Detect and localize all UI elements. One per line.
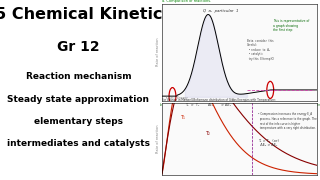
Text: a. Comparison of reactions.: a. Comparison of reactions. <box>162 0 211 3</box>
Text: This is representative of
a graph showing
the first step: This is representative of a graph showin… <box>273 19 310 32</box>
Y-axis label: Rate of reaction: Rate of reaction <box>156 124 160 153</box>
Text: Kinetic Energy: Kinetic Energy <box>166 96 188 100</box>
Y-axis label: Rate of reaction: Rate of reaction <box>156 38 160 66</box>
Text: T₂: T₂ <box>205 131 210 136</box>
Text: T₁ > T₂  (or)
  ΔEₐ > ΔE₁: T₁ > T₂ (or) ΔEₐ > ΔE₁ <box>258 139 279 147</box>
Text: Steady state approximation: Steady state approximation <box>7 95 149 104</box>
Text: Beta  consider  this
Careful:
  • reduce  to  A₂
  • catalytic
  try this  E(tem: Beta consider this Careful: • reduce to … <box>247 39 274 61</box>
Text: elementary steps: elementary steps <box>34 117 123 126</box>
Text: > ΔE₁: > ΔE₁ <box>220 103 231 107</box>
Text: actual   has   system -      b  Ea -: actual has system - b Ea - <box>206 112 255 116</box>
Text: intermediates and catalysts: intermediates and catalysts <box>7 139 150 148</box>
Text: ΔEₐ: ΔEₐ <box>208 103 214 107</box>
Text: • Compression increases the energy E_A
  process. Has a reference to the graph. : • Compression increases the energy E_A p… <box>258 112 316 130</box>
Text: Gr 12: Gr 12 <box>57 40 100 54</box>
Text: For change in Maxwell-Boltzmann distribution of Gibbs Energies with Temperature:: For change in Maxwell-Boltzmann distribu… <box>162 98 276 102</box>
Text: Q  a,  particular  1: Q a, particular 1 <box>203 9 238 13</box>
Text: 05 Chemical Kinetics: 05 Chemical Kinetics <box>0 7 172 22</box>
Text: T₂  >  T₁: T₂ > T₁ <box>185 103 199 107</box>
Text: b. As chemical E and Ea are in inverse proportion: choose (for Ea)  Decide which: b. As chemical E and Ea are in inverse p… <box>160 103 320 111</box>
Text: Reaction mechanism: Reaction mechanism <box>26 72 131 81</box>
Text: T₁: T₁ <box>180 115 185 120</box>
